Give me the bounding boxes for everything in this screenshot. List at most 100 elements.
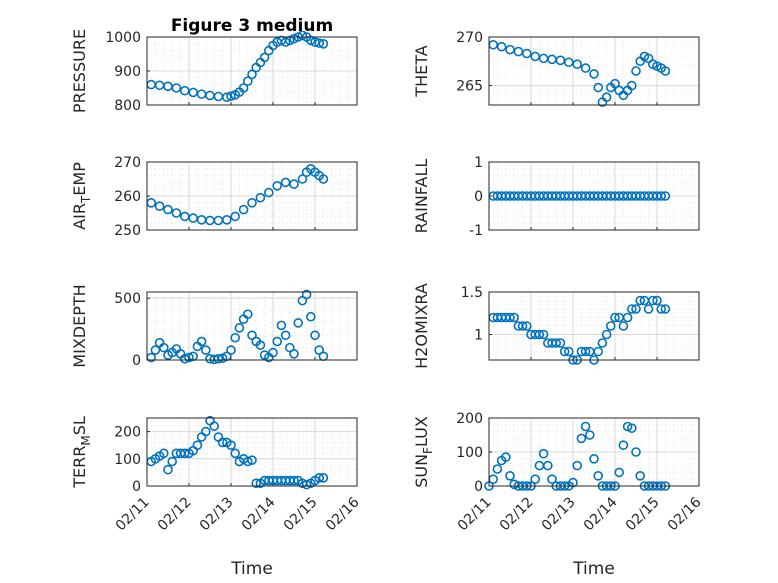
y-tick-label: 100 bbox=[456, 445, 483, 461]
data-point bbox=[631, 304, 641, 314]
data-points-rainfall bbox=[488, 191, 671, 201]
data-point bbox=[622, 312, 633, 323]
subplot-pressure: 800 900 1000 PRESSURE bbox=[70, 29, 358, 114]
data-point bbox=[610, 78, 620, 89]
y-tick-label: 250 bbox=[114, 223, 141, 239]
data-point bbox=[196, 336, 207, 347]
data-point bbox=[209, 421, 219, 431]
y-tick-label: 0 bbox=[132, 353, 141, 369]
y-axis-label-h2omixra: H2OMIXRA bbox=[412, 283, 431, 369]
data-point bbox=[243, 309, 253, 320]
data-point bbox=[631, 66, 641, 76]
y-axis-label-rainfall: RAINFALL bbox=[412, 159, 431, 234]
data-point bbox=[255, 340, 266, 350]
data-point bbox=[247, 69, 257, 80]
y-tick-label: 800 bbox=[114, 98, 141, 114]
x-tick-label: 02/13 bbox=[539, 494, 579, 534]
data-point bbox=[626, 80, 637, 91]
axes-box-pressure bbox=[146, 36, 358, 106]
data-point bbox=[255, 192, 266, 203]
axes-box-h2omixra bbox=[488, 291, 700, 361]
data-point bbox=[563, 346, 574, 357]
data-point bbox=[289, 349, 299, 359]
y-axis-label-mixdepth: MIXDEPTH bbox=[70, 284, 89, 367]
data-point bbox=[201, 345, 211, 355]
y-tick-label: 200 bbox=[114, 425, 141, 441]
x-axis-label-right: Time bbox=[572, 559, 615, 579]
subplot-mixdepth: 0 500 MIXDEPTH bbox=[70, 284, 358, 369]
data-point bbox=[614, 467, 625, 478]
data-point bbox=[538, 329, 549, 340]
y-tick-label: 1 bbox=[474, 328, 483, 344]
data-point bbox=[618, 321, 629, 331]
y-tick-label: 0 bbox=[474, 479, 483, 495]
y-axis-label-theta: THETA bbox=[412, 45, 431, 97]
data-point bbox=[280, 330, 291, 341]
data-point bbox=[555, 55, 566, 66]
axes-box-air_temp bbox=[146, 161, 358, 231]
axes-box-mixdepth bbox=[146, 291, 358, 361]
data-point bbox=[580, 346, 591, 357]
data-point bbox=[584, 430, 595, 440]
data-point bbox=[555, 338, 566, 348]
data-point bbox=[163, 464, 173, 475]
data-point bbox=[289, 475, 299, 486]
axes-box-sun_flux bbox=[488, 417, 700, 487]
data-point bbox=[492, 464, 503, 474]
data-point bbox=[234, 323, 245, 333]
data-point bbox=[150, 345, 161, 355]
data-point bbox=[631, 447, 641, 457]
data-point bbox=[635, 470, 646, 481]
data-point bbox=[551, 338, 562, 348]
data-point bbox=[534, 329, 545, 340]
data-points-mixdepth bbox=[146, 289, 329, 365]
data-point bbox=[318, 174, 329, 184]
data-point bbox=[301, 289, 312, 300]
data-point bbox=[263, 187, 274, 198]
data-point bbox=[314, 473, 325, 483]
data-point bbox=[222, 215, 232, 225]
data-point bbox=[626, 304, 637, 314]
data-point bbox=[247, 455, 257, 465]
data-point bbox=[226, 440, 236, 451]
data-point bbox=[572, 460, 583, 471]
data-point bbox=[652, 295, 662, 306]
data-point bbox=[542, 460, 553, 471]
data-point bbox=[610, 312, 620, 323]
data-point bbox=[163, 204, 173, 215]
subplot-h2omixra: 1 1.5 H2OMIXRA bbox=[412, 283, 700, 369]
x-tick-label: 02/11 bbox=[113, 494, 153, 534]
data-point bbox=[656, 191, 667, 201]
y-axis-label-pressure: PRESSURE bbox=[70, 29, 89, 113]
data-point bbox=[647, 295, 658, 306]
data-point bbox=[496, 41, 507, 52]
data-point bbox=[289, 179, 299, 189]
subplot-rainfall: -1 0 1 RAINFALL bbox=[412, 155, 700, 239]
data-point bbox=[513, 46, 524, 57]
y-tick-label: 265 bbox=[456, 79, 483, 95]
data-point bbox=[154, 201, 165, 211]
data-point bbox=[159, 342, 169, 353]
data-point bbox=[505, 470, 515, 481]
data-point bbox=[517, 321, 528, 331]
data-point bbox=[593, 82, 604, 93]
data-point bbox=[563, 57, 574, 68]
data-points-h2omixra bbox=[488, 295, 671, 365]
axes-box-theta bbox=[488, 36, 700, 106]
data-point bbox=[259, 52, 270, 63]
y-tick-label: -1 bbox=[469, 223, 483, 239]
data-point bbox=[580, 421, 591, 432]
data-point bbox=[192, 440, 203, 451]
data-point bbox=[213, 353, 224, 364]
data-point bbox=[505, 312, 515, 323]
data-point bbox=[180, 448, 190, 459]
plot-area-terr_msl bbox=[147, 418, 357, 486]
data-point bbox=[301, 479, 312, 490]
data-point bbox=[310, 330, 320, 341]
data-point bbox=[530, 474, 541, 485]
data-point bbox=[635, 295, 646, 306]
data-point bbox=[217, 437, 228, 448]
subplot-theta: 265 270 THETA bbox=[412, 30, 700, 107]
data-points-air_temp bbox=[146, 164, 329, 226]
